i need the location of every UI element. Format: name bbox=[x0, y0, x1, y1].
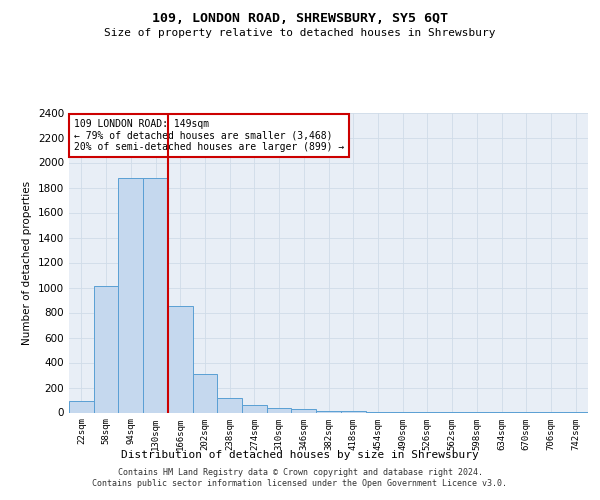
Y-axis label: Number of detached properties: Number of detached properties bbox=[22, 180, 32, 344]
Bar bbox=[118, 178, 143, 412]
Text: 109, LONDON ROAD, SHREWSBURY, SY5 6QT: 109, LONDON ROAD, SHREWSBURY, SY5 6QT bbox=[152, 12, 448, 26]
Bar bbox=[193, 374, 217, 412]
Bar bbox=[341, 411, 365, 412]
Text: Distribution of detached houses by size in Shrewsbury: Distribution of detached houses by size … bbox=[121, 450, 479, 460]
Text: 109 LONDON ROAD: 149sqm
← 79% of detached houses are smaller (3,468)
20% of semi: 109 LONDON ROAD: 149sqm ← 79% of detache… bbox=[74, 118, 344, 152]
Text: Size of property relative to detached houses in Shrewsbury: Size of property relative to detached ho… bbox=[104, 28, 496, 38]
Bar bbox=[292, 410, 316, 412]
Bar bbox=[242, 405, 267, 412]
Bar bbox=[69, 401, 94, 412]
Text: Contains HM Land Registry data © Crown copyright and database right 2024.
Contai: Contains HM Land Registry data © Crown c… bbox=[92, 468, 508, 487]
Bar bbox=[316, 410, 341, 412]
Bar bbox=[94, 286, 118, 412]
Bar bbox=[217, 398, 242, 412]
Bar bbox=[267, 408, 292, 412]
Bar bbox=[143, 178, 168, 412]
Bar bbox=[168, 306, 193, 412]
